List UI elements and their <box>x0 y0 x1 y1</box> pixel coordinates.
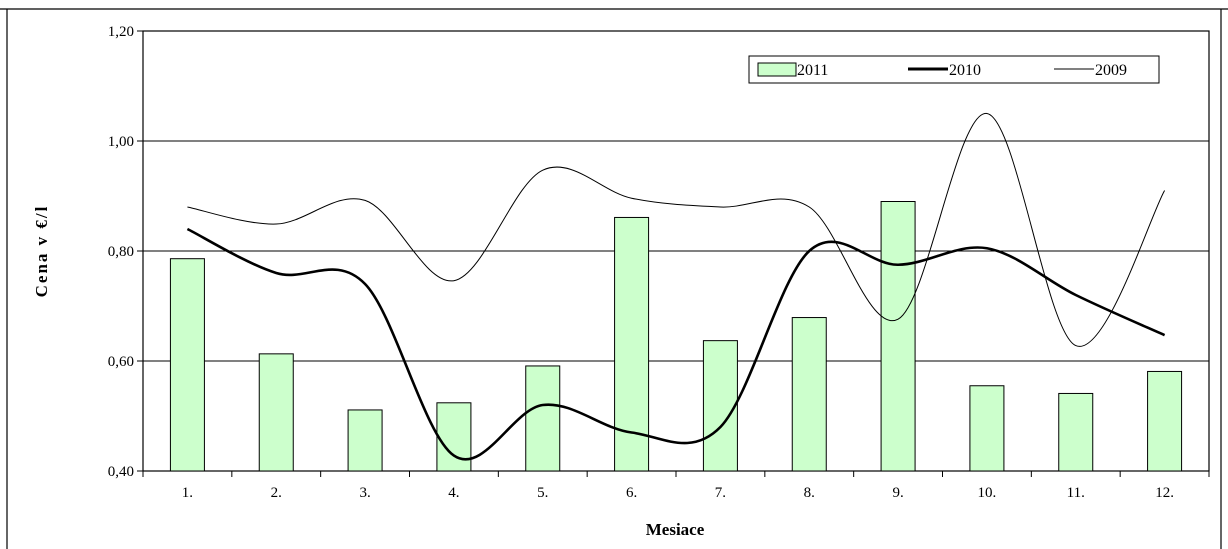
y-tick-label: 1,20 <box>108 24 134 40</box>
bar-2011 <box>702 340 738 472</box>
y-tick-label: 0,60 <box>108 354 134 370</box>
x-tick-label: 5. <box>537 485 548 501</box>
bar-2011 <box>258 353 294 472</box>
x-tick-label: 9. <box>892 485 903 501</box>
y-tick-label: 0,80 <box>108 244 134 260</box>
x-tick-label: 2. <box>271 485 282 501</box>
x-tick-label: 12. <box>1155 485 1174 501</box>
y-axis-title: Cena v €/l <box>32 205 51 298</box>
series-line-2010 <box>186 227 1166 461</box>
legend-label-2010: 2010 <box>949 62 981 79</box>
legend: 2011 2010 2009 <box>748 55 1160 84</box>
bar-2011 <box>436 402 472 472</box>
gridlines <box>143 140 1209 362</box>
bar-2011 <box>525 365 561 472</box>
x-tick-label: 6. <box>626 485 637 501</box>
bar-2011 <box>969 385 1005 472</box>
x-tick-label: 1. <box>182 485 193 501</box>
legend-label-2011: 2011 <box>797 62 828 79</box>
x-tick-label: 10. <box>978 485 997 501</box>
legend-swatch-2011 <box>757 62 797 77</box>
x-tick-label: 4. <box>448 485 459 501</box>
x-tick-label: 8. <box>804 485 815 501</box>
y-tick-label: 0,40 <box>108 464 134 480</box>
x-ticks: 1. 2. 3. 4. 5. 6. 7. 8. 9. 10. 11. 12. <box>142 471 1210 501</box>
bar-2011 <box>169 258 205 472</box>
series-line-2009 <box>187 112 1166 347</box>
bars-2011 <box>169 201 1183 472</box>
lines <box>186 112 1166 461</box>
bar-2011 <box>1147 370 1183 472</box>
x-tick-label: 7. <box>715 485 726 501</box>
x-tick-label: 11. <box>1067 485 1085 501</box>
bar-2011 <box>880 201 916 472</box>
bar-2011 <box>1058 392 1094 472</box>
y-tick-label: 1,00 <box>108 134 134 150</box>
y-ticks: 0,40 0,60 0,80 1,00 1,20 <box>108 24 143 480</box>
bar-2011 <box>347 409 383 472</box>
bar-2011 <box>791 317 827 472</box>
x-axis-title: Mesiace <box>646 520 705 539</box>
legend-label-2009: 2009 <box>1095 62 1127 79</box>
x-tick-label: 3. <box>359 485 370 501</box>
